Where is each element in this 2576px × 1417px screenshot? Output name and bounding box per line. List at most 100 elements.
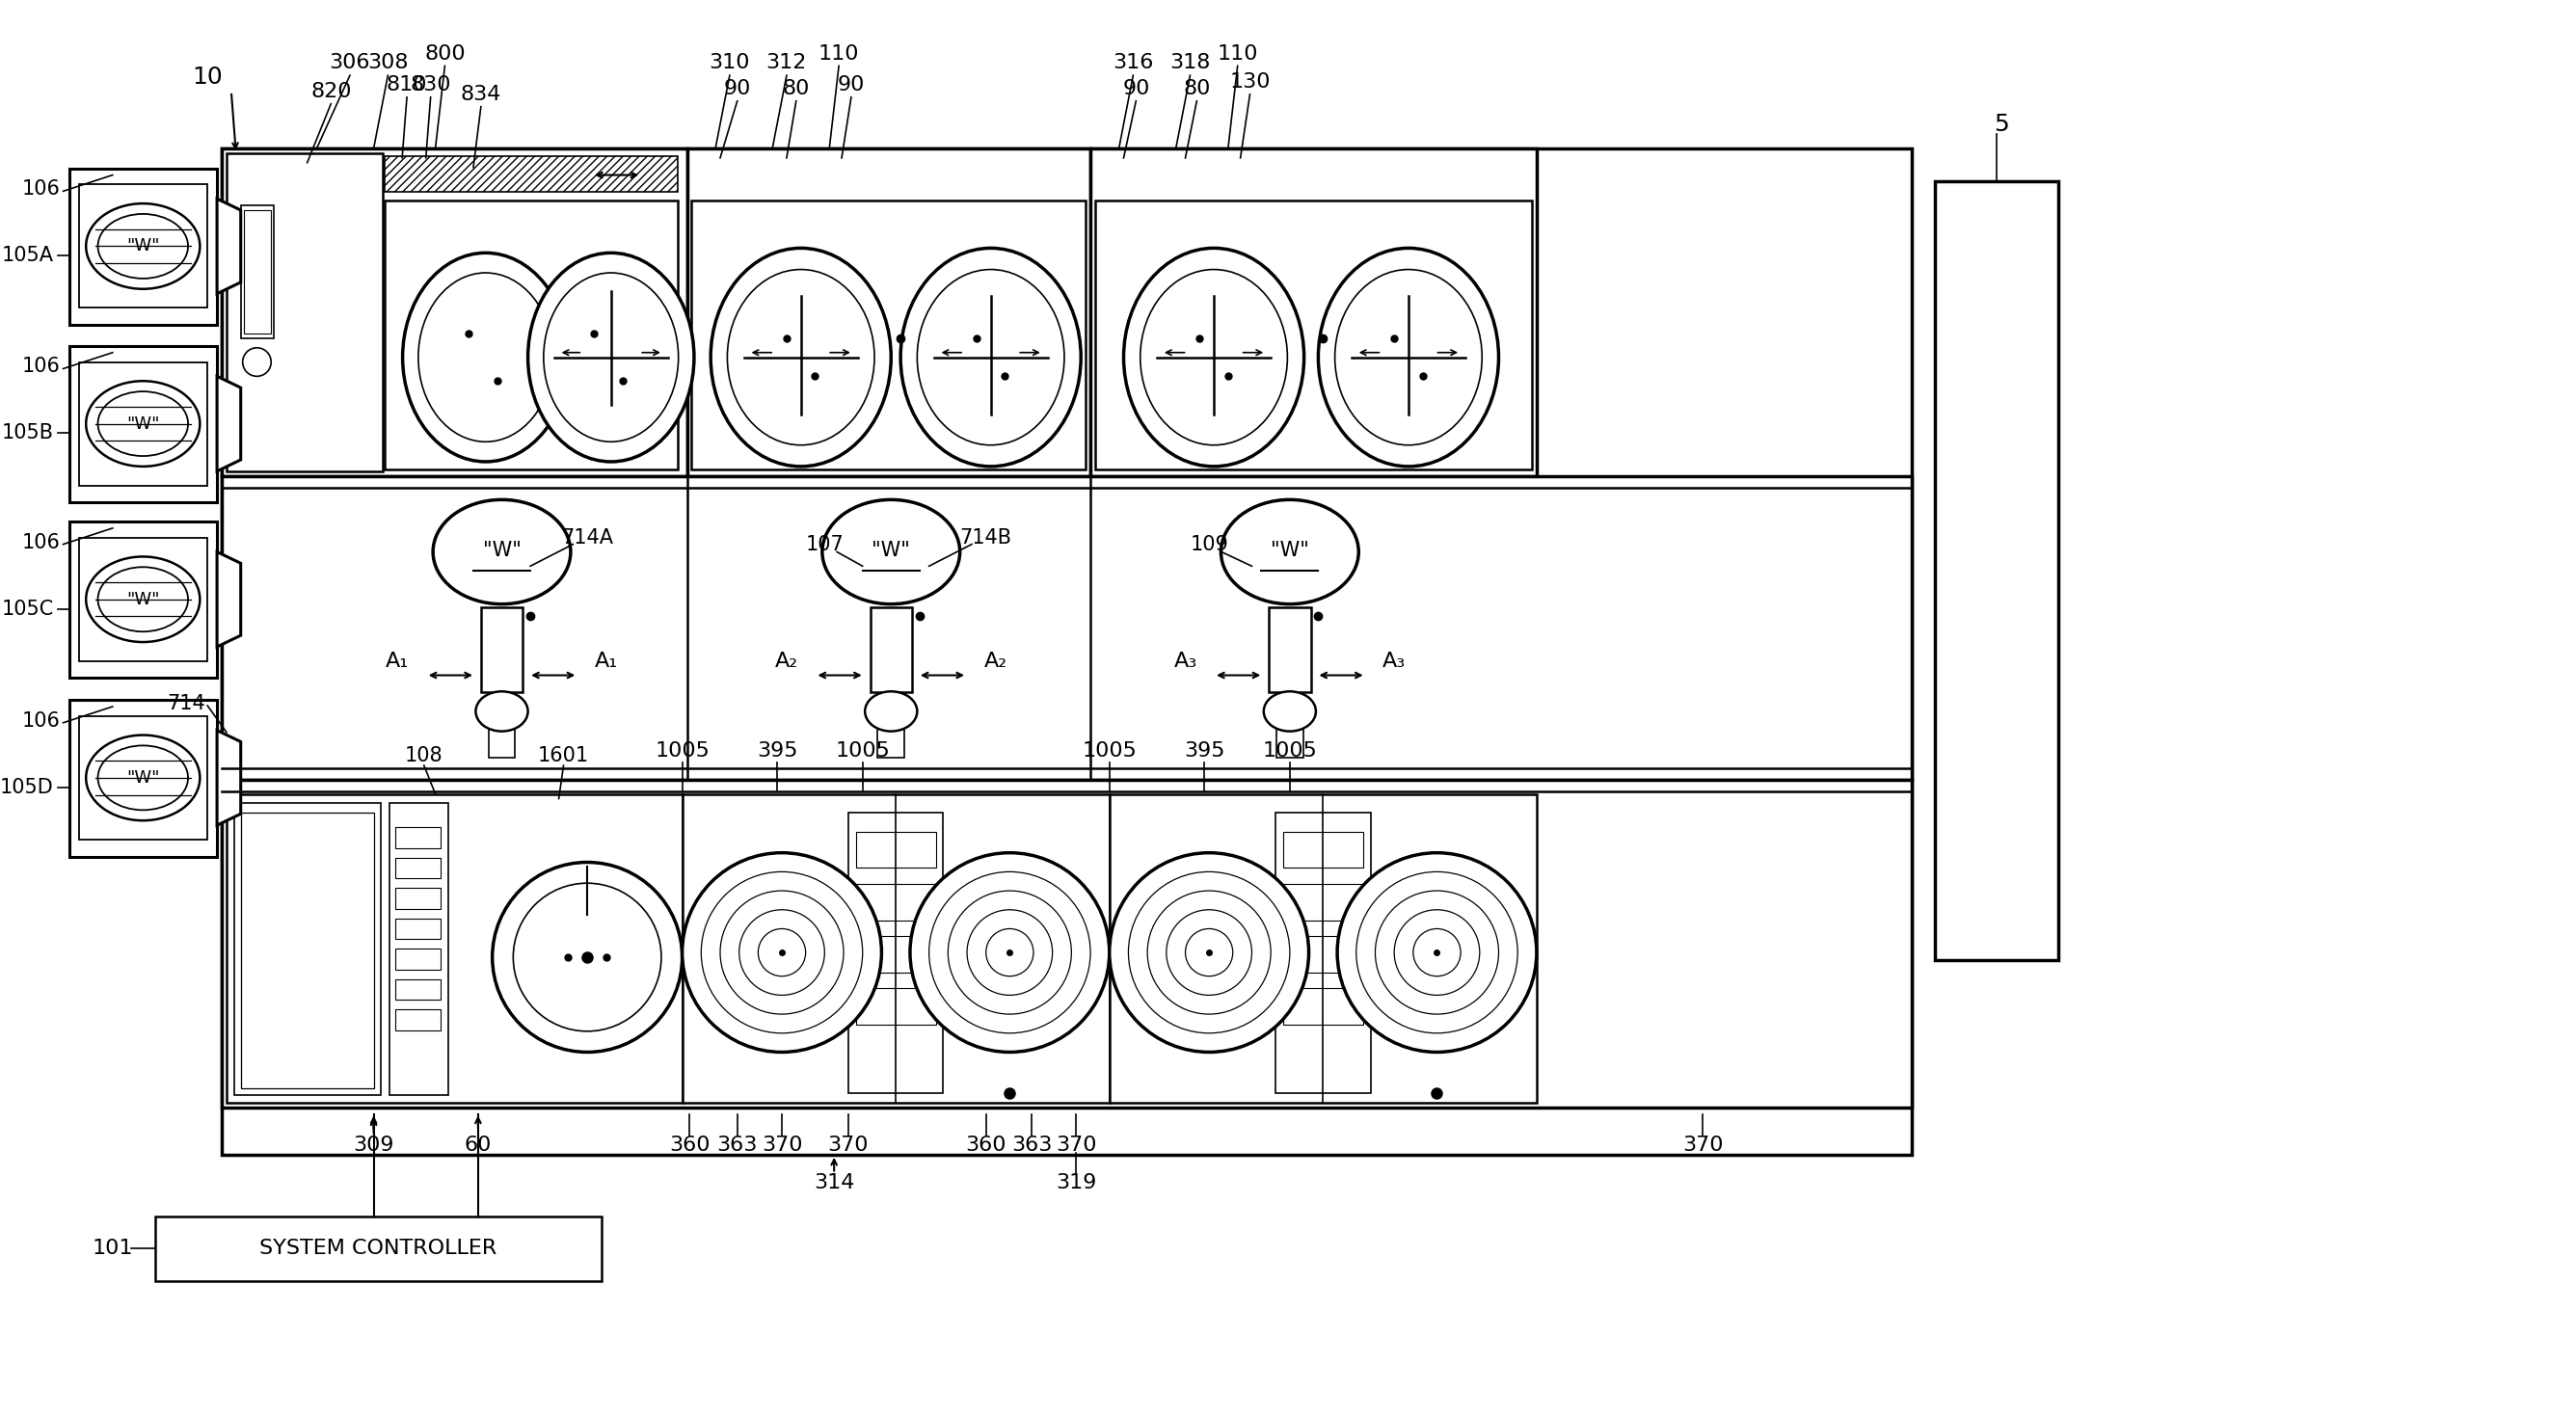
Text: 360: 360 xyxy=(670,1135,711,1155)
Text: 820: 820 xyxy=(312,82,350,101)
Ellipse shape xyxy=(1319,248,1499,466)
Ellipse shape xyxy=(726,269,873,445)
Text: 800: 800 xyxy=(425,44,466,64)
Bar xyxy=(848,813,943,1093)
Bar xyxy=(1195,394,1234,419)
Polygon shape xyxy=(216,377,240,472)
Circle shape xyxy=(721,891,842,1015)
Text: 714: 714 xyxy=(167,694,206,713)
Ellipse shape xyxy=(822,500,961,604)
Ellipse shape xyxy=(417,273,554,442)
Circle shape xyxy=(1167,910,1252,995)
Text: 1005: 1005 xyxy=(1082,741,1136,761)
Circle shape xyxy=(1146,891,1270,1015)
Bar xyxy=(227,153,384,472)
Text: 1005: 1005 xyxy=(1262,741,1316,761)
Text: 714B: 714B xyxy=(961,529,1012,547)
Bar xyxy=(222,149,688,476)
Text: "W": "W" xyxy=(126,591,160,608)
Bar xyxy=(234,803,381,1095)
Bar xyxy=(1394,417,1425,434)
Text: 10: 10 xyxy=(193,65,222,89)
Bar xyxy=(397,888,440,908)
Bar xyxy=(595,407,629,425)
Circle shape xyxy=(1376,891,1499,1015)
Bar xyxy=(240,813,374,1088)
Polygon shape xyxy=(216,198,240,293)
Bar xyxy=(384,201,677,469)
Text: 107: 107 xyxy=(806,534,845,554)
Text: 106: 106 xyxy=(23,180,59,198)
Circle shape xyxy=(1185,928,1234,976)
Bar xyxy=(688,149,1090,476)
Text: A₁: A₁ xyxy=(595,652,618,670)
Bar xyxy=(80,361,209,486)
Text: 108: 108 xyxy=(404,747,443,765)
Circle shape xyxy=(1128,871,1291,1033)
Ellipse shape xyxy=(528,252,693,462)
Bar xyxy=(855,937,935,972)
Bar xyxy=(871,606,912,693)
Circle shape xyxy=(909,853,1110,1053)
Text: A₃: A₃ xyxy=(1175,652,1198,670)
Bar xyxy=(489,724,515,758)
Ellipse shape xyxy=(866,691,917,731)
Bar xyxy=(1283,884,1363,920)
Ellipse shape xyxy=(85,735,201,820)
Ellipse shape xyxy=(544,273,677,442)
Text: 80: 80 xyxy=(783,79,809,98)
Text: 309: 309 xyxy=(353,1135,394,1155)
Circle shape xyxy=(930,871,1090,1033)
Ellipse shape xyxy=(1265,691,1316,731)
Text: 110: 110 xyxy=(1216,44,1257,64)
Ellipse shape xyxy=(711,248,891,466)
Bar xyxy=(389,803,448,1095)
Text: A₁: A₁ xyxy=(386,652,410,670)
Text: "W": "W" xyxy=(1270,540,1309,560)
Text: 105D: 105D xyxy=(0,778,54,796)
Ellipse shape xyxy=(917,269,1064,445)
Text: 310: 310 xyxy=(708,54,750,72)
Text: 1601: 1601 xyxy=(538,747,590,765)
Text: A₃: A₃ xyxy=(1383,652,1406,670)
Bar xyxy=(693,201,1084,469)
Text: 130: 130 xyxy=(1229,72,1270,92)
Bar xyxy=(80,184,209,307)
Bar xyxy=(240,205,273,339)
Circle shape xyxy=(242,347,270,377)
Circle shape xyxy=(1394,910,1479,995)
Bar xyxy=(397,918,440,939)
Text: A₂: A₂ xyxy=(984,652,1007,670)
Bar xyxy=(786,417,817,434)
Ellipse shape xyxy=(1123,248,1303,466)
Circle shape xyxy=(1355,871,1517,1033)
Text: 363: 363 xyxy=(716,1135,757,1155)
Bar xyxy=(222,149,1911,1155)
Text: 312: 312 xyxy=(765,54,806,72)
Bar xyxy=(1278,724,1303,758)
Ellipse shape xyxy=(98,745,188,811)
Text: 360: 360 xyxy=(966,1135,1007,1155)
Bar xyxy=(1283,989,1363,1024)
Text: A₂: A₂ xyxy=(775,652,799,670)
Text: 90: 90 xyxy=(837,75,866,95)
Text: SYSTEM CONTROLLER: SYSTEM CONTROLLER xyxy=(260,1238,497,1258)
Bar xyxy=(1275,813,1370,1093)
Text: "W": "W" xyxy=(126,415,160,432)
Bar xyxy=(855,832,935,869)
Circle shape xyxy=(757,928,806,976)
Bar xyxy=(1283,937,1363,972)
Bar xyxy=(222,779,1911,1107)
Text: "W": "W" xyxy=(126,238,160,255)
Polygon shape xyxy=(216,730,240,825)
Bar xyxy=(1935,181,2058,961)
Bar xyxy=(70,346,216,503)
Ellipse shape xyxy=(85,557,201,642)
Bar xyxy=(1270,606,1311,693)
Text: 101: 101 xyxy=(93,1238,134,1258)
Ellipse shape xyxy=(433,500,572,604)
Text: 105A: 105A xyxy=(3,247,54,265)
Text: 308: 308 xyxy=(368,54,410,72)
Text: 306: 306 xyxy=(330,54,371,72)
Text: 1005: 1005 xyxy=(654,741,708,761)
